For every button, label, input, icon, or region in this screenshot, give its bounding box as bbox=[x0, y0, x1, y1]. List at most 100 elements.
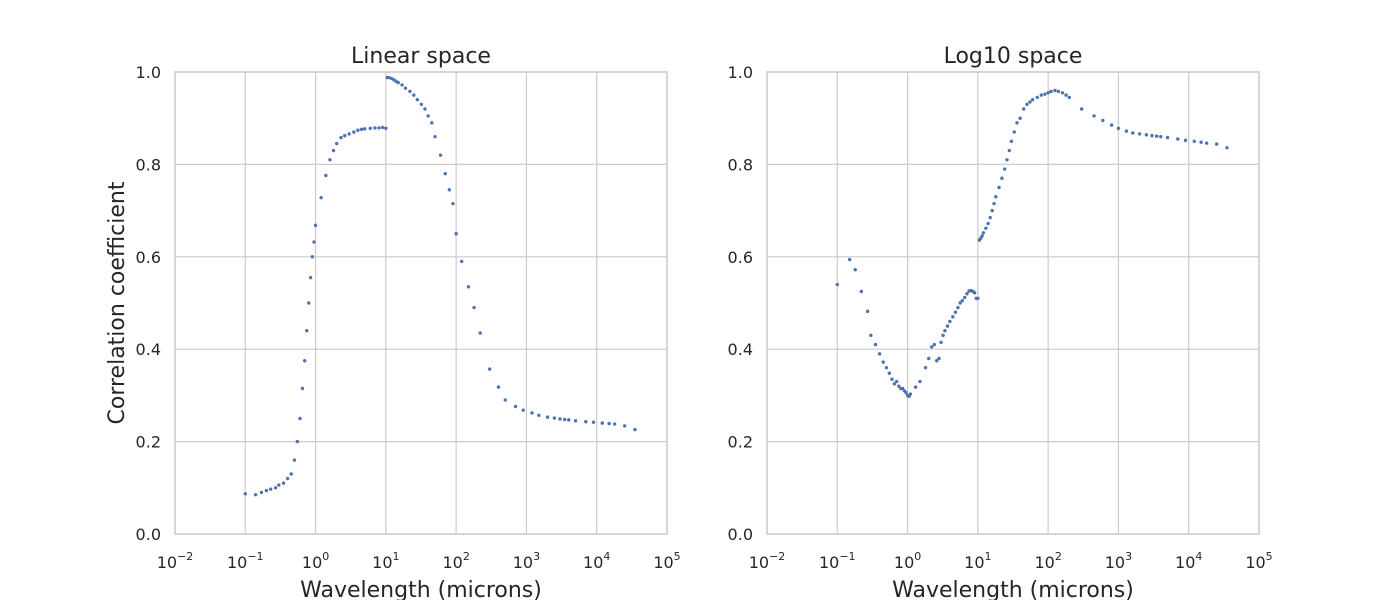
data-point bbox=[305, 329, 309, 333]
data-point bbox=[976, 296, 980, 301]
data-point bbox=[1183, 138, 1188, 143]
data-point bbox=[1028, 100, 1032, 104]
data-point bbox=[929, 345, 934, 349]
data-point bbox=[1030, 98, 1035, 102]
data-point bbox=[558, 417, 562, 421]
data-point bbox=[312, 240, 316, 244]
data-point bbox=[600, 421, 604, 425]
data-point bbox=[438, 153, 443, 157]
data-point bbox=[295, 439, 300, 444]
y-tick-label: 1.0 bbox=[136, 63, 161, 82]
data-point bbox=[1039, 93, 1044, 97]
data-point bbox=[1176, 137, 1180, 141]
data-points bbox=[243, 75, 637, 497]
data-point bbox=[881, 360, 885, 364]
plot-frame bbox=[174, 71, 668, 535]
data-point bbox=[859, 289, 864, 294]
data-point bbox=[313, 223, 318, 228]
data-point bbox=[273, 486, 278, 490]
data-point bbox=[298, 416, 302, 421]
data-point bbox=[1192, 139, 1196, 143]
data-point bbox=[927, 356, 931, 361]
x-tick-label: 101 bbox=[372, 550, 399, 572]
data-point bbox=[1022, 107, 1026, 111]
data-point bbox=[1056, 89, 1061, 94]
y-ticks: 0.0 0.2 0.4 0.6 0.8 1.0 bbox=[136, 63, 161, 544]
y-tick-label: 0.8 bbox=[728, 155, 753, 174]
data-point bbox=[908, 392, 913, 396]
data-point bbox=[1005, 158, 1009, 162]
data-point bbox=[887, 371, 892, 375]
y-ticks: 0.0 0.2 0.4 0.6 0.8 1.0 bbox=[728, 63, 753, 544]
data-point bbox=[853, 268, 857, 272]
data-point bbox=[328, 158, 332, 162]
data-point bbox=[941, 333, 945, 338]
data-point bbox=[1159, 134, 1163, 139]
data-point bbox=[951, 315, 955, 319]
data-point bbox=[1060, 91, 1065, 95]
data-point bbox=[1012, 130, 1017, 134]
data-point bbox=[335, 141, 339, 146]
data-point bbox=[521, 408, 525, 412]
data-point bbox=[423, 107, 427, 111]
data-point bbox=[960, 298, 964, 303]
data-point bbox=[869, 333, 873, 338]
data-point bbox=[1150, 134, 1154, 138]
data-point bbox=[1137, 132, 1142, 136]
x-ticks: 10−2 10−1 100 101 102 103 104 105 bbox=[749, 550, 1273, 572]
data-point bbox=[387, 75, 391, 80]
x-axis-label: Wavelength (microns) bbox=[300, 578, 542, 600]
data-points bbox=[835, 88, 1229, 399]
x-tick-label: 10−2 bbox=[157, 550, 194, 572]
data-point bbox=[972, 291, 977, 295]
data-point bbox=[884, 365, 889, 370]
data-point bbox=[339, 135, 343, 140]
data-point bbox=[865, 309, 870, 314]
data-point bbox=[447, 188, 452, 192]
data-point bbox=[894, 379, 899, 384]
data-point bbox=[400, 83, 404, 87]
data-point bbox=[900, 386, 905, 391]
data-point bbox=[835, 282, 839, 287]
y-tick-label: 0.8 bbox=[136, 155, 161, 174]
data-point bbox=[1064, 93, 1068, 97]
data-point bbox=[377, 126, 381, 130]
data-point bbox=[368, 126, 372, 131]
x-tick-label: 10−2 bbox=[749, 550, 786, 572]
x-tick-label: 10−1 bbox=[819, 550, 856, 572]
data-point bbox=[396, 80, 400, 85]
data-point bbox=[302, 359, 307, 363]
data-point bbox=[352, 130, 356, 134]
data-point bbox=[331, 148, 336, 153]
data-point bbox=[958, 301, 962, 305]
data-point bbox=[633, 427, 637, 432]
data-point bbox=[545, 415, 550, 419]
data-point bbox=[503, 398, 507, 402]
x-axis-label: Wavelength (microns) bbox=[892, 578, 1134, 600]
data-point bbox=[847, 257, 852, 262]
data-point bbox=[1092, 114, 1096, 118]
data-point bbox=[994, 195, 998, 199]
data-point bbox=[935, 359, 939, 363]
grid bbox=[174, 71, 668, 535]
data-point bbox=[426, 114, 430, 118]
data-point bbox=[1124, 129, 1129, 133]
data-point bbox=[591, 420, 596, 424]
data-point bbox=[300, 386, 305, 391]
data-point bbox=[419, 102, 424, 107]
panel-linear: Linear space Correlation coefficient Wav… bbox=[105, 44, 681, 600]
data-point bbox=[415, 98, 419, 102]
data-point bbox=[259, 490, 264, 495]
y-tick-label: 0.4 bbox=[136, 340, 161, 359]
data-point bbox=[963, 295, 967, 300]
data-point bbox=[1204, 141, 1209, 145]
data-point bbox=[918, 379, 922, 384]
data-point bbox=[943, 329, 947, 333]
data-point bbox=[292, 458, 297, 462]
data-point bbox=[573, 419, 578, 423]
data-point bbox=[1165, 135, 1170, 140]
data-point bbox=[356, 128, 360, 132]
data-point bbox=[384, 126, 388, 131]
data-point bbox=[1109, 123, 1114, 127]
data-point bbox=[1079, 107, 1084, 111]
